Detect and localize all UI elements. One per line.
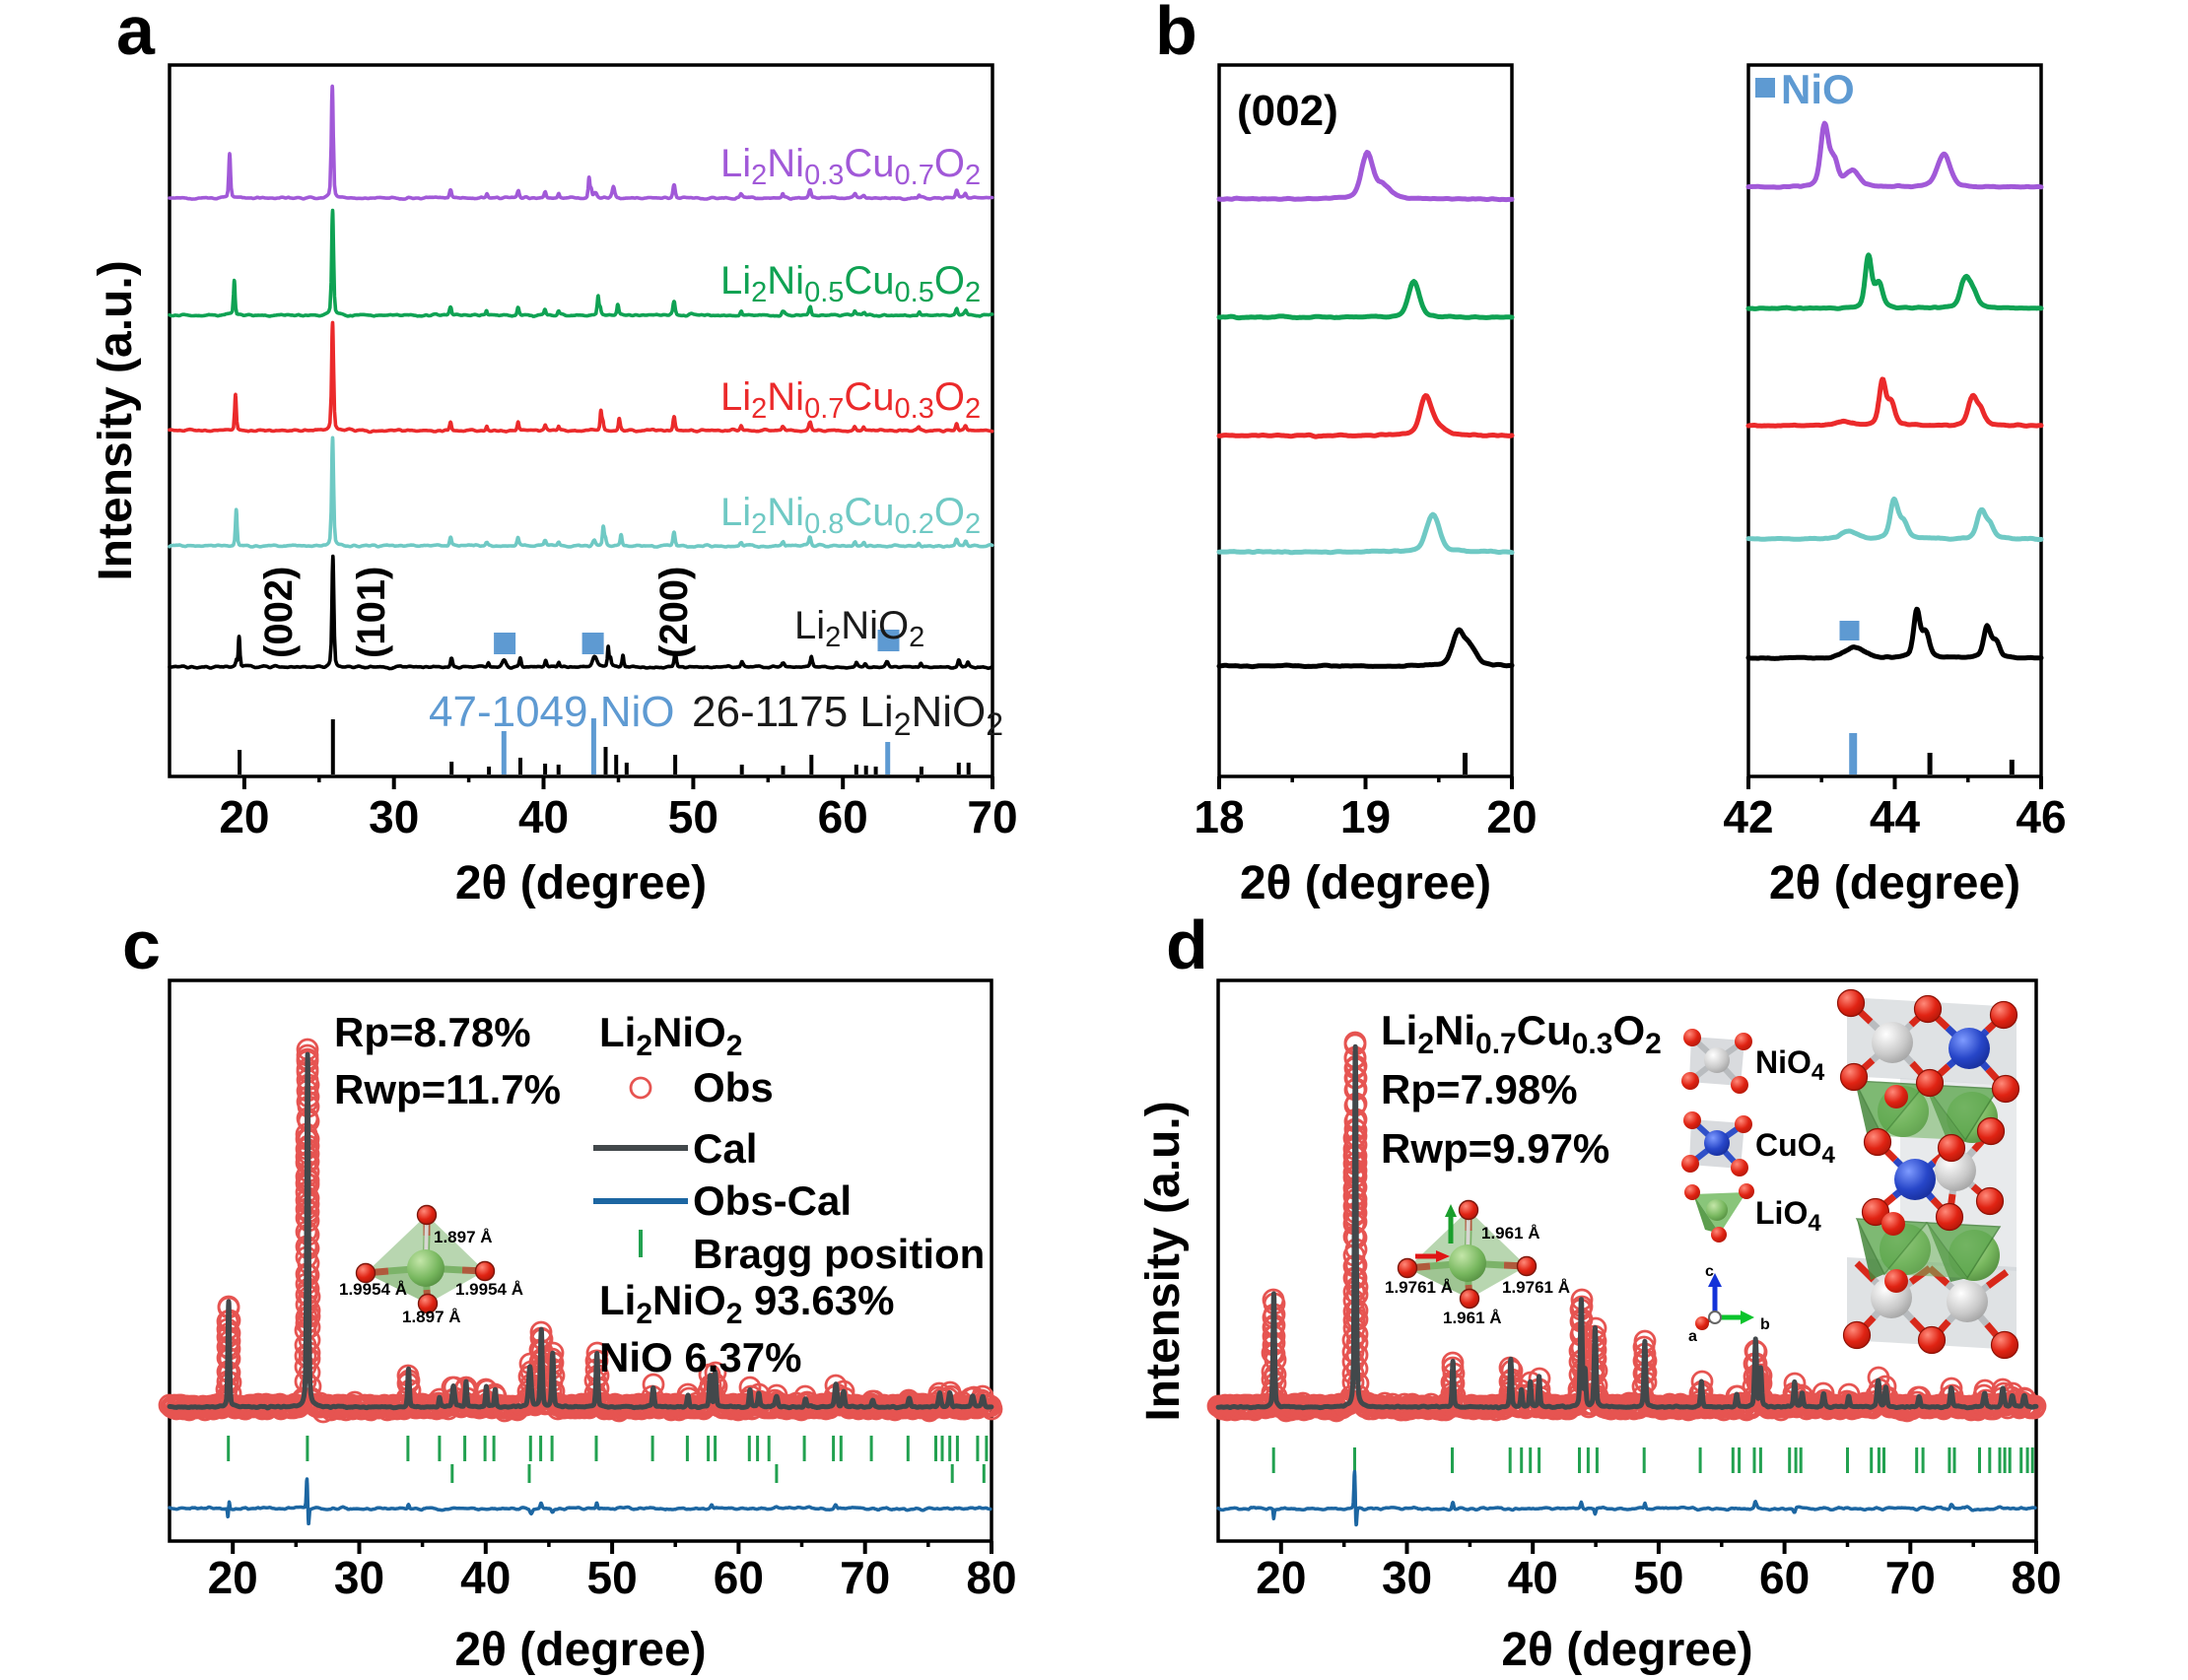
- svg-text:Bragg position: Bragg position: [693, 1231, 985, 1277]
- svg-text:Obs: Obs: [693, 1064, 774, 1110]
- svg-text:30: 30: [334, 1552, 384, 1603]
- svg-text:50: 50: [1633, 1552, 1683, 1603]
- svg-text:20: 20: [208, 1552, 258, 1603]
- svg-text:1.9761 Å: 1.9761 Å: [1385, 1278, 1453, 1297]
- svg-text:c: c: [122, 907, 161, 983]
- svg-text:26-1175 Li2NiO2: 26-1175 Li2NiO2: [692, 688, 1003, 742]
- svg-text:20: 20: [1256, 1552, 1306, 1603]
- svg-text:20: 20: [1486, 791, 1537, 842]
- svg-text:b: b: [1155, 0, 1197, 69]
- svg-text:60: 60: [714, 1552, 764, 1603]
- svg-text:1.961 Å: 1.961 Å: [1443, 1309, 1502, 1327]
- svg-text:LiO4: LiO4: [1755, 1195, 1821, 1237]
- svg-text:Li2NiO2 93.63%: Li2NiO2 93.63%: [599, 1277, 895, 1330]
- svg-text:30: 30: [369, 791, 419, 842]
- svg-text:80: 80: [966, 1552, 1016, 1603]
- svg-text:30: 30: [1382, 1552, 1432, 1603]
- svg-text:2θ (degree): 2θ (degree): [454, 1624, 706, 1675]
- svg-text:NiO 6.37%: NiO 6.37%: [599, 1334, 801, 1380]
- svg-text:1.9761 Å: 1.9761 Å: [1502, 1278, 1570, 1297]
- svg-text:Rp=7.98%: Rp=7.98%: [1381, 1066, 1578, 1112]
- svg-text:b: b: [1760, 1316, 1770, 1333]
- svg-text:2θ (degree): 2θ (degree): [1769, 857, 2020, 909]
- svg-text:60: 60: [818, 791, 868, 842]
- svg-text:40: 40: [460, 1552, 511, 1603]
- svg-text:(101): (101): [350, 567, 393, 658]
- svg-text:Li2NiO2: Li2NiO2: [794, 604, 924, 653]
- svg-text:44: 44: [1870, 791, 1921, 842]
- svg-text:2θ (degree): 2θ (degree): [1501, 1624, 1752, 1675]
- svg-text:Intensity (a.u.): Intensity (a.u.): [90, 260, 142, 580]
- svg-text:Rp=8.78%: Rp=8.78%: [334, 1009, 531, 1055]
- svg-text:Intensity (a.u.): Intensity (a.u.): [1137, 1101, 1190, 1421]
- svg-text:70: 70: [1885, 1552, 1936, 1603]
- svg-text:1.9954 Å: 1.9954 Å: [455, 1280, 523, 1299]
- svg-text:60: 60: [1759, 1552, 1810, 1603]
- svg-text:70: 70: [967, 791, 1017, 842]
- svg-text:(002): (002): [1237, 87, 1338, 135]
- svg-text:42: 42: [1723, 791, 1773, 842]
- svg-text:a: a: [1688, 1328, 1697, 1345]
- svg-text:40: 40: [1508, 1552, 1558, 1603]
- svg-text:2θ (degree): 2θ (degree): [455, 857, 707, 909]
- svg-text:a: a: [116, 0, 156, 69]
- svg-text:(200): (200): [652, 567, 696, 658]
- svg-text:2θ (degree): 2θ (degree): [1240, 857, 1491, 909]
- svg-text:20: 20: [219, 791, 269, 842]
- svg-text:Li2Ni0.5Cu0.5O2: Li2Ni0.5Cu0.5O2: [720, 259, 981, 308]
- svg-text:Rwp=9.97%: Rwp=9.97%: [1381, 1125, 1609, 1172]
- svg-text:19: 19: [1340, 791, 1391, 842]
- svg-text:Obs-Cal: Obs-Cal: [693, 1177, 852, 1224]
- svg-text:1.9954 Å: 1.9954 Å: [339, 1280, 407, 1299]
- svg-text:50: 50: [586, 1552, 637, 1603]
- svg-text:(002): (002): [257, 567, 301, 658]
- svg-text:Rwp=11.7%: Rwp=11.7%: [334, 1066, 561, 1112]
- svg-text:1.961 Å: 1.961 Å: [1481, 1224, 1540, 1243]
- svg-text:d: d: [1166, 907, 1208, 983]
- svg-text:40: 40: [518, 791, 569, 842]
- svg-text:50: 50: [668, 791, 718, 842]
- svg-text:NiO: NiO: [1781, 66, 1855, 112]
- svg-text:c: c: [1705, 1263, 1714, 1280]
- svg-text:Li2Ni0.7Cu0.3O2: Li2Ni0.7Cu0.3O2: [720, 375, 981, 425]
- svg-text:46: 46: [2016, 791, 2066, 842]
- svg-text:1.897 Å: 1.897 Å: [402, 1308, 461, 1326]
- svg-text:Li2NiO2: Li2NiO2: [599, 1009, 742, 1062]
- svg-text:18: 18: [1194, 791, 1244, 842]
- svg-text:47-1049 NiO: 47-1049 NiO: [429, 688, 674, 736]
- svg-text:1.897 Å: 1.897 Å: [434, 1228, 493, 1246]
- svg-text:70: 70: [840, 1552, 890, 1603]
- svg-text:NiO4: NiO4: [1755, 1044, 1825, 1086]
- svg-text:80: 80: [2011, 1552, 2061, 1603]
- svg-text:Cal: Cal: [693, 1125, 757, 1172]
